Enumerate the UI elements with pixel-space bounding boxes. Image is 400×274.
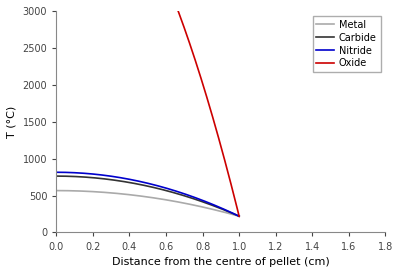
Line: Metal: Metal bbox=[56, 191, 239, 216]
Nitride bbox=[54, 171, 59, 174]
Carbide bbox=[54, 175, 59, 178]
Metal bbox=[237, 215, 242, 218]
Carbide bbox=[237, 215, 242, 218]
Line: Carbide: Carbide bbox=[56, 176, 239, 216]
Line: Nitride: Nitride bbox=[56, 172, 239, 216]
Nitride bbox=[196, 197, 201, 201]
Nitride bbox=[72, 171, 77, 174]
Metal bbox=[54, 189, 59, 192]
X-axis label: Distance from the centre of pellet (cm): Distance from the centre of pellet (cm) bbox=[112, 257, 330, 267]
Oxide bbox=[200, 80, 204, 84]
Metal bbox=[200, 205, 204, 209]
Carbide bbox=[200, 200, 204, 203]
Legend: Metal, Carbide, Nitride, Oxide: Metal, Carbide, Nitride, Oxide bbox=[312, 16, 380, 72]
Nitride bbox=[237, 215, 242, 218]
Nitride bbox=[128, 178, 133, 181]
Carbide bbox=[134, 182, 139, 185]
Oxide bbox=[180, 19, 184, 23]
Metal bbox=[180, 201, 184, 204]
Carbide bbox=[128, 181, 133, 184]
Metal bbox=[134, 194, 139, 197]
Oxide bbox=[196, 70, 201, 73]
Metal bbox=[72, 189, 77, 193]
Oxide bbox=[237, 215, 242, 218]
Carbide bbox=[180, 193, 184, 197]
Y-axis label: T (°C): T (°C) bbox=[7, 105, 17, 138]
Carbide bbox=[196, 199, 201, 202]
Nitride bbox=[200, 199, 204, 202]
Nitride bbox=[134, 179, 139, 182]
Nitride bbox=[180, 191, 184, 195]
Metal bbox=[128, 193, 133, 196]
Carbide bbox=[72, 175, 77, 178]
Metal bbox=[196, 204, 201, 208]
Line: Oxide: Oxide bbox=[56, 0, 239, 216]
